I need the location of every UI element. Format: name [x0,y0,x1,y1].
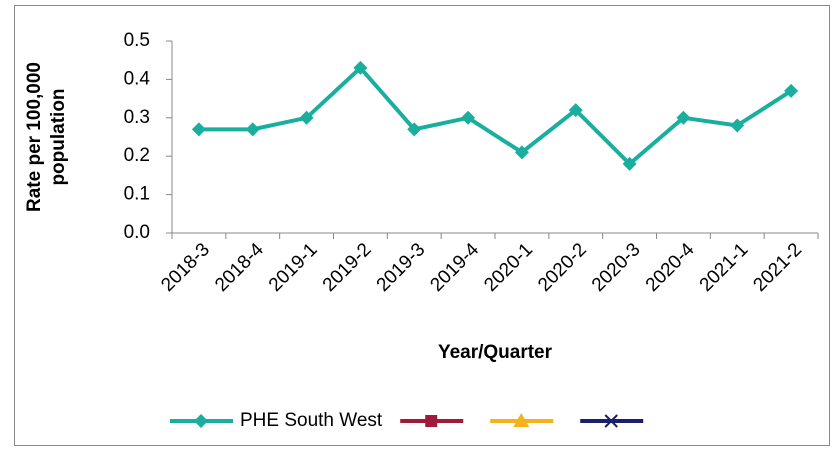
y-tick-label: 0.3 [124,107,150,128]
y-tick-label: 0.5 [124,30,150,51]
marker [784,83,799,98]
marker [191,122,206,137]
series-line [198,65,793,166]
marker [513,413,530,427]
marker [407,122,422,137]
marker [622,156,637,171]
chart-frame [14,5,830,446]
marker [353,60,368,75]
legend-label: PHE South West [240,410,383,431]
marker [194,414,208,428]
y-axis-title: Rate per 100,000 population [24,62,69,212]
marker [730,118,745,133]
marker [568,103,583,118]
y-tick-label: 0.4 [124,68,151,89]
marker [604,414,618,428]
marker [245,122,260,137]
x-axis-title: Year/Quarter [438,342,553,363]
y-tick-label: 0.0 [124,222,150,243]
marker [425,415,438,427]
y-tick-label: 0.2 [124,145,150,166]
marker [461,110,476,125]
marker [676,110,691,125]
marker [514,145,529,160]
y-tick-label: 0.1 [124,184,150,205]
marker [299,110,314,125]
